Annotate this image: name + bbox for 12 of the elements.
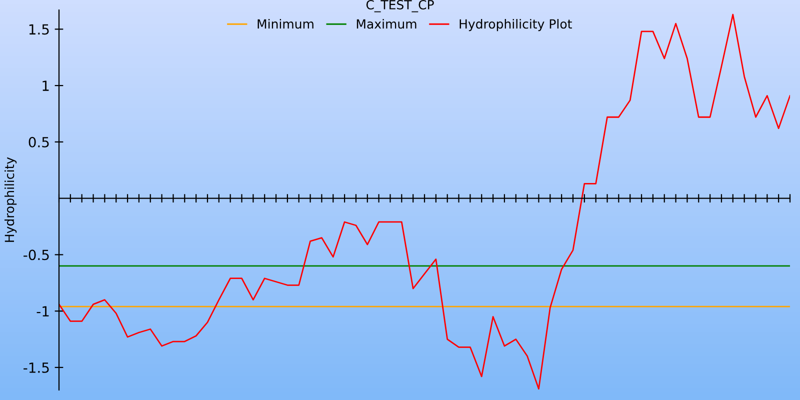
y-tick-label: 1 <box>42 80 49 91</box>
y-tick-label: 0.5 <box>28 136 49 148</box>
y-tick-label: 1.5 <box>29 24 49 35</box>
y-tick-label: -0.5 <box>24 250 49 260</box>
legend-label: Maximum <box>356 19 416 29</box>
y-tick-label: -1 <box>36 306 49 316</box>
y-axis-title: Hydrophilicity <box>4 157 17 242</box>
legend-label: Hydrophilicity Plot <box>460 19 572 32</box>
chart-title: C_TEST_CP <box>366 0 434 12</box>
legend-label: Minimum <box>258 19 314 29</box>
y-tick-label: -1.5 <box>24 362 49 373</box>
line-series <box>59 14 790 390</box>
